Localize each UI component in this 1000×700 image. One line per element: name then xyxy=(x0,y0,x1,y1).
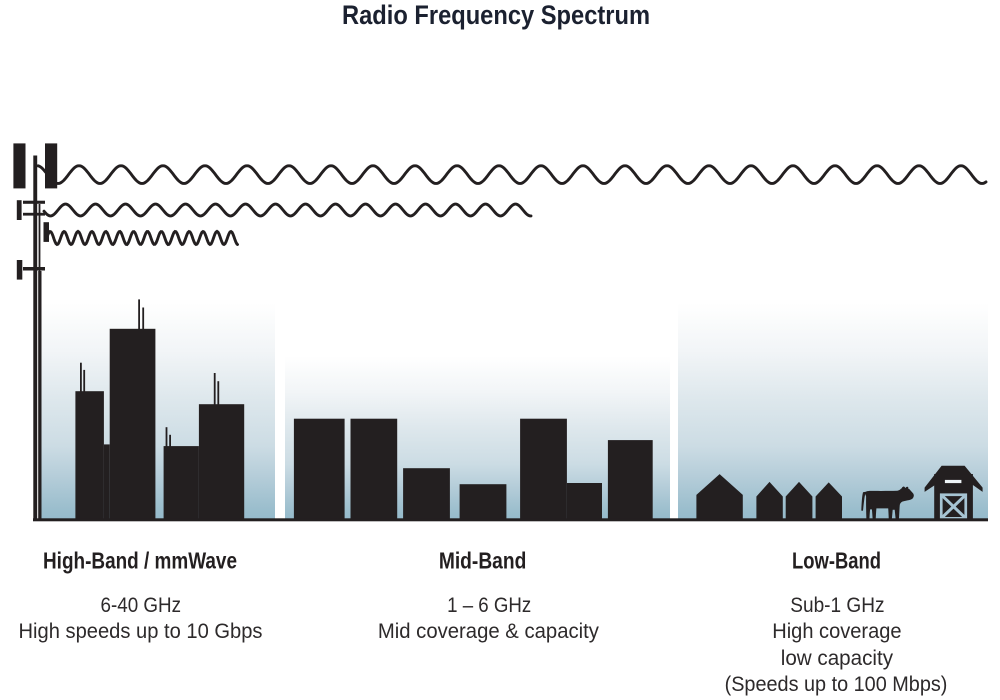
svg-text:low capacity: low capacity xyxy=(781,647,894,670)
svg-text:Low-Band: Low-Band xyxy=(792,548,881,574)
svg-text:Radio Frequency Spectrum: Radio Frequency Spectrum xyxy=(342,0,650,30)
svg-text:6-40 GHz: 6-40 GHz xyxy=(101,594,182,617)
svg-text:High speeds up to 10 Gbps: High speeds up to 10 Gbps xyxy=(19,620,263,643)
svg-text:Mid coverage & capacity: Mid coverage & capacity xyxy=(378,620,600,643)
svg-text:Sub-1 GHz: Sub-1 GHz xyxy=(790,594,884,617)
svg-text:(Speeds up to 100 Mbps): (Speeds up to 100 Mbps) xyxy=(725,673,948,696)
svg-text:High coverage: High coverage xyxy=(772,620,901,643)
svg-text:Mid-Band: Mid-Band xyxy=(439,548,527,574)
svg-text:High-Band / mmWave: High-Band / mmWave xyxy=(43,548,237,574)
svg-text:1 – 6 GHz: 1 – 6 GHz xyxy=(447,594,531,617)
